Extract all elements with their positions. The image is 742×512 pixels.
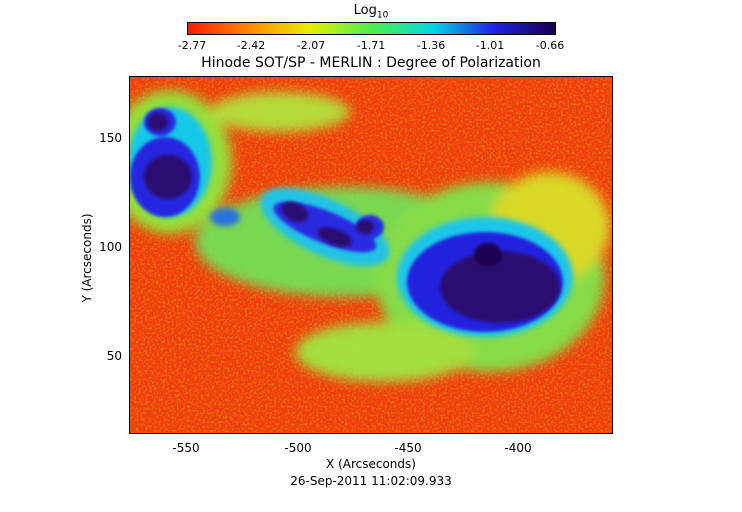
colorbar-label: Log10: [353, 3, 389, 21]
x-tick-label: -550: [172, 441, 200, 455]
x-tick-label: -450: [394, 441, 422, 455]
x-tick-label: -400: [504, 441, 532, 455]
colorbar-tick-label: -1.36: [416, 39, 446, 52]
polarization-image: [130, 77, 612, 433]
polarization-map: [129, 76, 613, 434]
colorbar-tick-label: -2.42: [236, 39, 266, 52]
colorbar: [187, 22, 556, 35]
x-axis-label: X (Arcseconds): [326, 457, 416, 471]
plot-title: Hinode SOT/SP - MERLIN : Degree of Polar…: [201, 55, 541, 71]
colorbar-tick-label: -2.07: [296, 39, 326, 52]
y-tick-label: 50: [106, 349, 122, 363]
y-axis-label: Y (Arcseconds): [80, 213, 94, 303]
y-tick-label: 100: [99, 240, 122, 254]
timestamp: 26-Sep-2011 11:02:09.933: [290, 474, 452, 488]
y-tick-label: 150: [99, 131, 122, 145]
colorbar-tick-label: -2.77: [177, 39, 207, 52]
colorbar-tick-label: -1.01: [475, 39, 505, 52]
colorbar-tick-label: -0.66: [535, 39, 565, 52]
colorbar-tick-label: -1.71: [356, 39, 386, 52]
x-tick-label: -500: [284, 441, 312, 455]
